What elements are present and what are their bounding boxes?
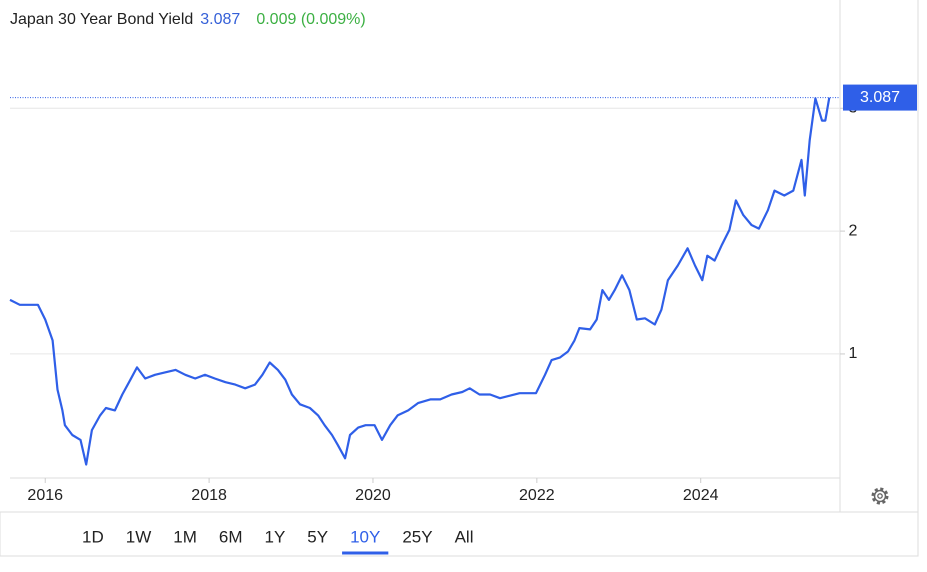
last-value-label: 3.087: [860, 89, 900, 106]
range-button-label: 1W: [126, 527, 152, 546]
range-button-label: 1M: [173, 527, 197, 546]
series-line: [9, 97, 831, 466]
gear-ring: [873, 489, 887, 503]
last-value-tag: [843, 84, 917, 111]
range-button[interactable]: 5Y: [307, 527, 328, 546]
range-button[interactable]: 10Y: [342, 527, 389, 555]
range-button-label: 1Y: [264, 527, 285, 546]
y-tick-label: 1: [849, 345, 858, 362]
range-button-label: 1D: [82, 527, 104, 546]
range-button[interactable]: 1M: [173, 527, 197, 546]
range-button[interactable]: 1D: [82, 527, 104, 546]
y-tick-label: 2: [849, 222, 858, 239]
range-button[interactable]: 1W: [126, 527, 152, 546]
settings-icon[interactable]: [871, 487, 889, 505]
x-tick-label: 2016: [27, 487, 63, 504]
range-button-label: All: [455, 527, 474, 546]
x-tick-label: 2020: [355, 487, 391, 504]
x-tick-label: 2024: [683, 487, 719, 504]
range-button-label: 6M: [219, 527, 243, 546]
chart-title: Japan 30 Year Bond Yield: [10, 11, 193, 28]
range-button[interactable]: 6M: [219, 527, 243, 546]
x-tick-label: 2018: [191, 487, 227, 504]
range-button-label: 5Y: [307, 527, 328, 546]
gear-hole: [877, 493, 883, 499]
range-button-label: 25Y: [402, 527, 432, 546]
gear-teeth: [871, 487, 889, 505]
range-button[interactable]: All: [455, 527, 474, 546]
x-tick-label: 2022: [519, 487, 555, 504]
price-change: 0.009 (0.009%): [256, 11, 365, 28]
range-bar: [0, 511, 919, 557]
range-button[interactable]: 25Y: [402, 527, 432, 546]
range-button[interactable]: 1Y: [264, 527, 285, 546]
range-button-label: 10Y: [350, 527, 380, 546]
last-price: 3.087: [200, 11, 240, 28]
